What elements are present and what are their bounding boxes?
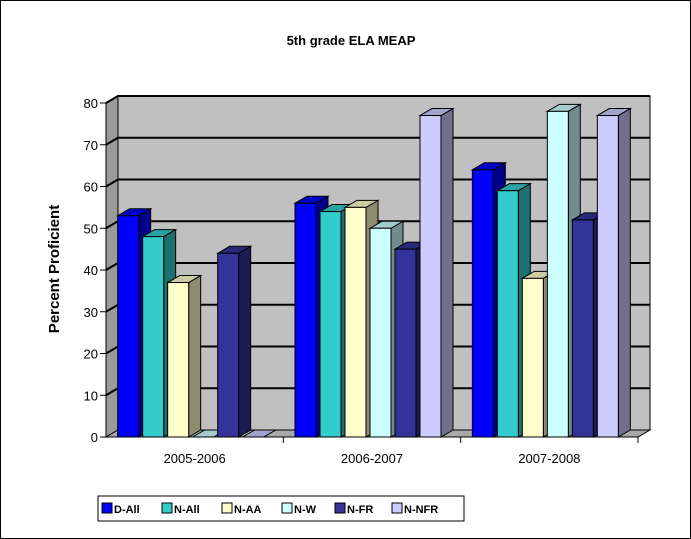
y-tick-label: 40 — [84, 263, 98, 278]
y-tick-label: 60 — [84, 180, 98, 195]
y-tick-label: 80 — [84, 96, 98, 111]
x-tick-label: 2007-2008 — [518, 451, 580, 466]
bar-front — [294, 202, 317, 438]
legend-label: N-NFR — [404, 504, 438, 516]
legend-label: N-W — [294, 504, 317, 516]
legend-swatch — [334, 502, 346, 514]
bar-front — [471, 169, 494, 438]
legend-label: N-FR — [347, 504, 373, 516]
bar-front — [117, 215, 140, 438]
y-tick-label: 50 — [84, 221, 98, 236]
bar-front — [167, 282, 190, 438]
bar-side — [440, 107, 454, 438]
legend-swatch — [101, 502, 113, 514]
bar-side — [617, 107, 631, 438]
axes-group: 0 10 20 30 40 50 60 70 80 2005-2006 2006-2007 2007-… — [84, 96, 639, 466]
x-tick-label: 2005-2006 — [164, 451, 226, 466]
gridline — [105, 136, 650, 146]
bar — [595, 107, 633, 438]
y-tick-label: 70 — [84, 138, 98, 153]
bar-front — [496, 190, 519, 438]
bar-front — [394, 248, 417, 438]
legend-item: N-W — [281, 502, 317, 516]
bar-front — [217, 252, 240, 438]
y-tick-label: 10 — [84, 388, 98, 403]
legend-swatch — [391, 502, 403, 514]
legend-item: N-AA — [221, 502, 262, 516]
x-tick-label: 2006-2007 — [341, 451, 403, 466]
bar-front — [369, 227, 392, 438]
bar — [165, 274, 203, 438]
legend: D-All N-All N-AA N-W N-FR N-NFR — [97, 495, 465, 522]
chart-title: 5th grade ELA MEAP — [287, 33, 416, 48]
y-tick-label: 20 — [84, 347, 98, 362]
legend-item: N-FR — [334, 502, 373, 516]
bar-front — [419, 115, 442, 438]
y-tick-label: 0 — [91, 430, 98, 445]
bar-front — [571, 219, 594, 438]
bar-side — [238, 245, 252, 438]
bar — [215, 245, 253, 438]
y-axis-label: Percent Proficient — [46, 205, 63, 333]
bar-front — [344, 206, 367, 438]
bars-group — [115, 103, 633, 438]
bar-front — [596, 115, 619, 438]
y-tick-label: 30 — [84, 305, 98, 320]
legend-swatch — [161, 502, 173, 514]
bar — [418, 107, 455, 438]
legend-swatch — [281, 502, 293, 514]
legend-swatch — [221, 502, 233, 514]
legend-label: N-AA — [234, 504, 262, 516]
legend-item: N-All — [161, 502, 200, 516]
legend-item: D-All — [101, 502, 140, 516]
bar-front — [546, 110, 569, 438]
legend-box — [97, 495, 465, 522]
legend-label: D-All — [114, 504, 140, 516]
legend-label: N-All — [174, 504, 200, 516]
legend-item: N-NFR — [391, 502, 438, 516]
gridline — [105, 95, 650, 104]
bar-side — [188, 274, 202, 438]
bar-front — [319, 211, 342, 438]
bar-front — [521, 277, 544, 438]
bar-front — [142, 236, 165, 438]
